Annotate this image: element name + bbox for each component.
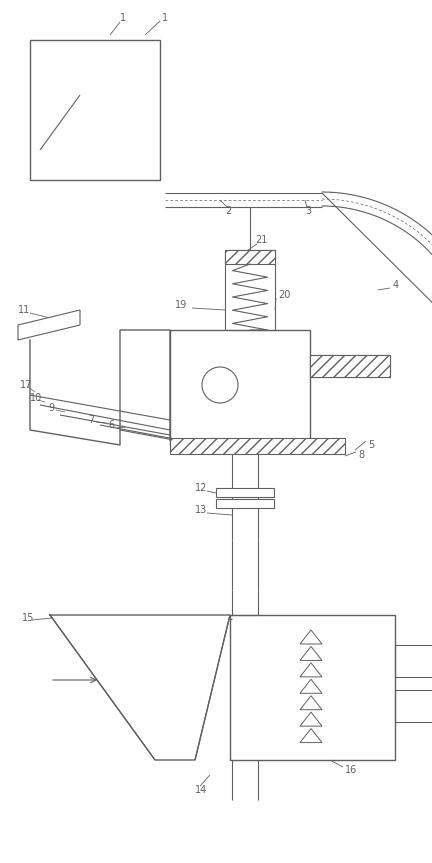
- Bar: [230, 615, 395, 760]
- Text: 15: 15: [22, 613, 35, 623]
- Text: 12: 12: [195, 483, 207, 493]
- Bar: [170, 438, 345, 454]
- Bar: [310, 355, 390, 377]
- Text: 1: 1: [162, 13, 168, 23]
- Text: 2: 2: [225, 206, 231, 216]
- Text: 21: 21: [255, 235, 267, 245]
- Text: 8: 8: [358, 450, 364, 460]
- Polygon shape: [300, 630, 322, 644]
- Bar: [310, 355, 390, 377]
- Circle shape: [202, 367, 238, 403]
- Text: 4: 4: [393, 280, 399, 290]
- Bar: [170, 330, 310, 445]
- Polygon shape: [300, 646, 322, 660]
- Bar: [216, 488, 274, 497]
- Text: 17: 17: [20, 380, 32, 390]
- Text: 13: 13: [195, 505, 207, 515]
- Text: 7: 7: [88, 415, 94, 425]
- Polygon shape: [300, 696, 322, 709]
- Bar: [225, 250, 275, 330]
- Text: 16: 16: [345, 765, 357, 775]
- Text: 10: 10: [30, 393, 42, 403]
- Polygon shape: [300, 663, 322, 677]
- Text: 19: 19: [175, 300, 187, 310]
- Polygon shape: [300, 712, 322, 726]
- Text: 9: 9: [48, 403, 54, 413]
- Bar: [225, 250, 275, 264]
- Text: 11: 11: [18, 305, 30, 315]
- Polygon shape: [18, 310, 80, 340]
- Bar: [30, 40, 160, 180]
- Text: 6: 6: [108, 420, 114, 430]
- Text: 1: 1: [120, 13, 126, 23]
- Bar: [395, 645, 432, 677]
- Text: 14: 14: [195, 785, 207, 795]
- Polygon shape: [300, 679, 322, 693]
- Text: 20: 20: [278, 290, 290, 300]
- Bar: [395, 690, 432, 722]
- Polygon shape: [300, 728, 322, 742]
- Text: 3: 3: [305, 206, 311, 216]
- Text: 5: 5: [368, 440, 374, 450]
- Bar: [216, 499, 274, 508]
